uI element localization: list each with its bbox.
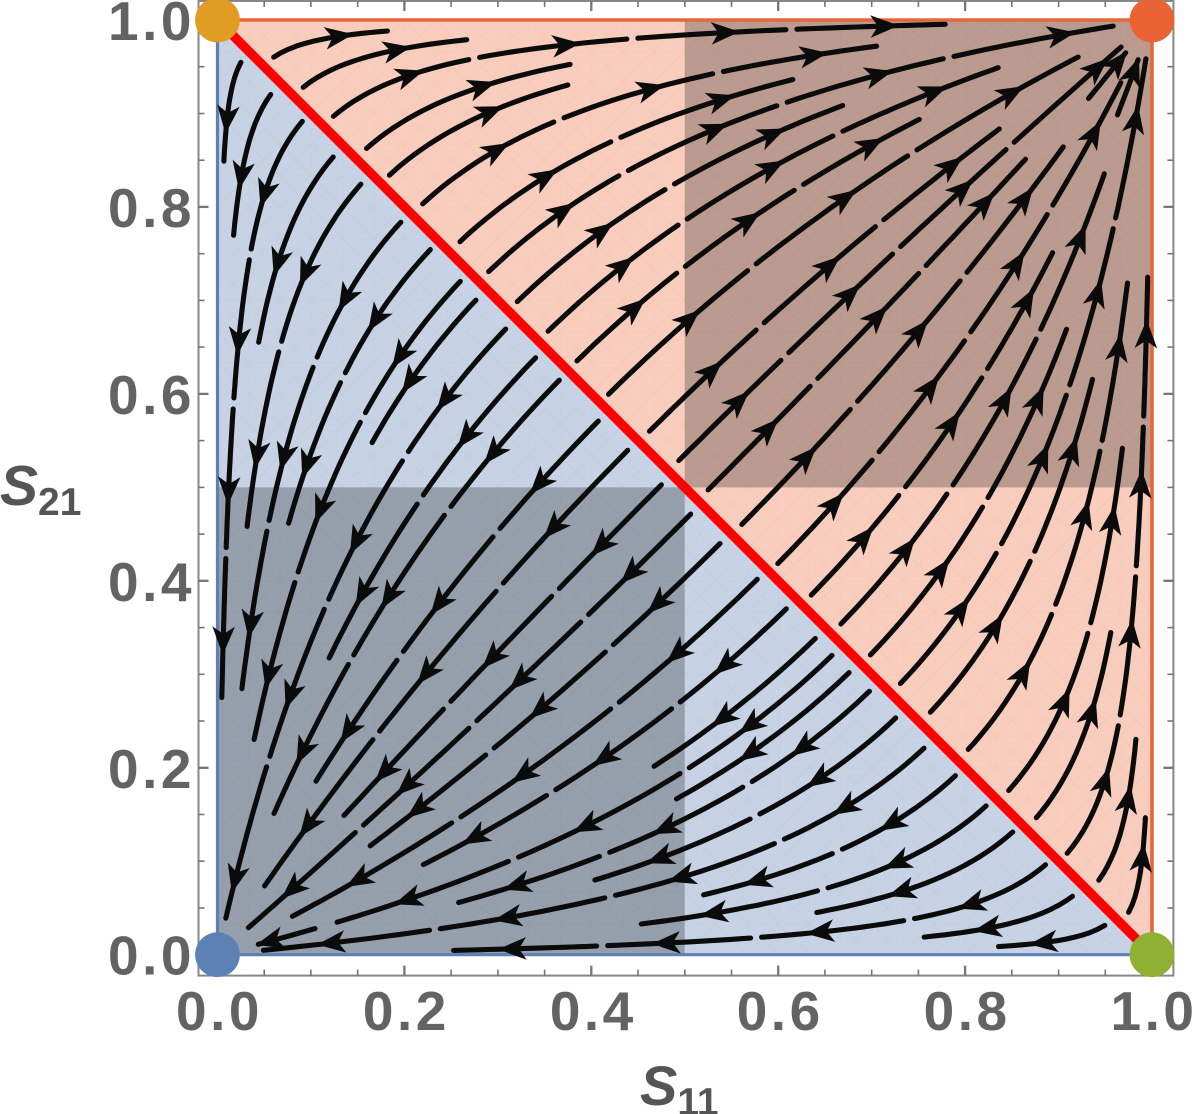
svg-text:1.0: 1.0: [108, 0, 195, 52]
svg-text:0.0: 0.0: [176, 980, 263, 1042]
svg-text:0.2: 0.2: [108, 738, 195, 800]
svg-text:1.0: 1.0: [1111, 980, 1196, 1042]
svg-text:S21: S21: [0, 454, 81, 524]
svg-text:0.4: 0.4: [550, 980, 637, 1042]
svg-text:0.2: 0.2: [363, 980, 450, 1042]
svg-text:0.4: 0.4: [108, 551, 195, 613]
svg-text:0.6: 0.6: [108, 364, 195, 426]
svg-text:0.8: 0.8: [924, 980, 1011, 1042]
svg-text:S11: S11: [640, 1054, 719, 1114]
svg-text:0.8: 0.8: [108, 177, 195, 239]
svg-text:0.6: 0.6: [737, 980, 824, 1042]
svg-text:0.0: 0.0: [108, 925, 195, 987]
